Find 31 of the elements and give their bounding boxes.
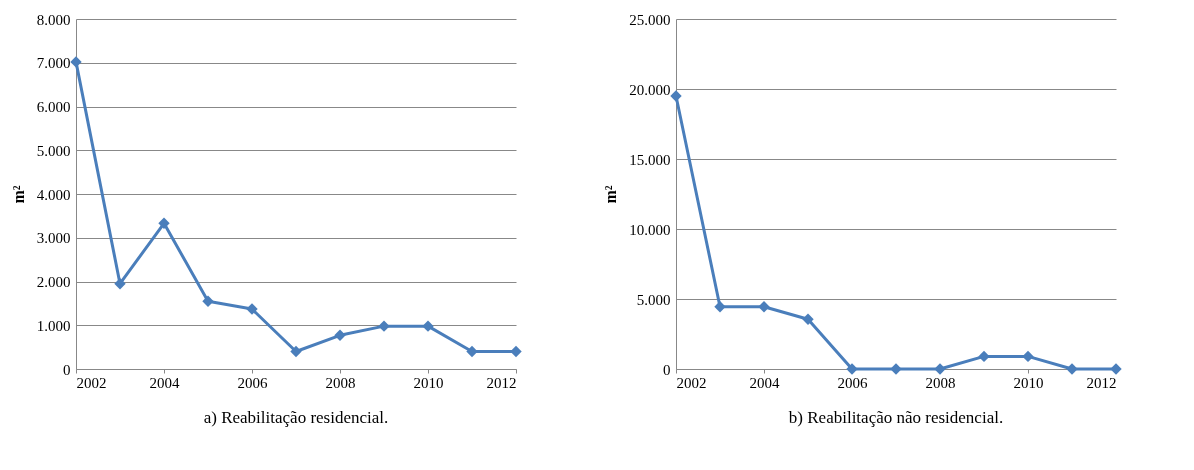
text: a) Reabilitação residencial. [203, 408, 389, 427]
x-tick-label: 2002 [76, 374, 107, 391]
x-tick-label: 2006 [237, 374, 268, 391]
y-tick-label: 5.000 [636, 291, 671, 308]
x-tick-label: 2010 [1013, 374, 1044, 391]
x-tick-label: 2012 [1086, 374, 1117, 391]
y-tick-label: 5.000 [36, 142, 71, 159]
x-tick-label: 2004 [749, 374, 780, 391]
y-tick-label: 1.000 [36, 317, 71, 334]
y-tick-label: 20.000 [629, 81, 671, 98]
x-tick-label: 2008 [925, 374, 956, 391]
y-tick-label: 3.000 [36, 230, 71, 247]
y-tick-label: 15.000 [629, 151, 671, 168]
y-tick-label: 8.000 [36, 11, 71, 28]
y-tick-label: 0 [663, 361, 671, 378]
y-axis-title: m² [602, 185, 620, 204]
y-tick-label: 6.000 [36, 99, 71, 115]
y-tick-label: 2.000 [36, 274, 71, 290]
x-tick-label: 2002 [676, 374, 707, 391]
x-tick-label: 2004 [149, 374, 180, 391]
y-tick-label: 4.000 [36, 186, 71, 203]
x-tick-label: 2008 [325, 374, 356, 391]
y-axis-title: m² [9, 185, 27, 204]
text: b) Reabilitação não residencial. [788, 408, 1004, 427]
x-tick-label: 2010 [413, 374, 444, 391]
y-tick-label: 25.000 [629, 11, 671, 28]
y-tick-label: 0 [63, 361, 71, 378]
x-tick-label: 2012 [486, 374, 517, 391]
y-tick-label: 7.000 [36, 55, 71, 72]
y-tick-label: 10.000 [629, 221, 671, 238]
x-tick-label: 2006 [837, 374, 868, 391]
